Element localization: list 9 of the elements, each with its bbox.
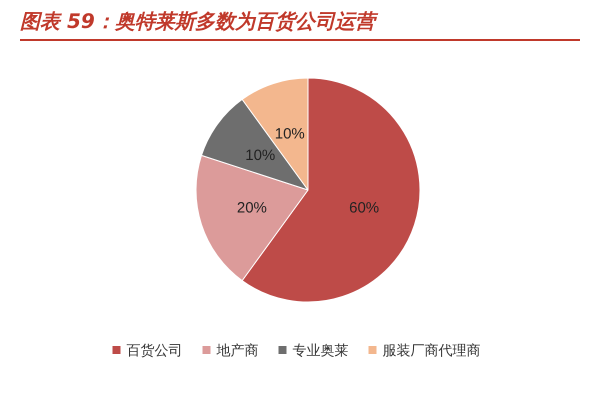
legend-label: 专业奥莱: [292, 342, 348, 358]
legend-label: 地产商: [216, 342, 258, 358]
chart-title: 图表 59：奥特莱斯多数为百货公司运营: [20, 8, 580, 41]
data-label: 20%: [236, 200, 267, 217]
data-label: 10%: [245, 146, 276, 164]
legend-label: 百货公司: [126, 342, 182, 358]
data-label: 10%: [274, 125, 305, 142]
legend-label: 服装厂商代理商: [382, 342, 480, 358]
data-label: 60%: [349, 200, 380, 217]
